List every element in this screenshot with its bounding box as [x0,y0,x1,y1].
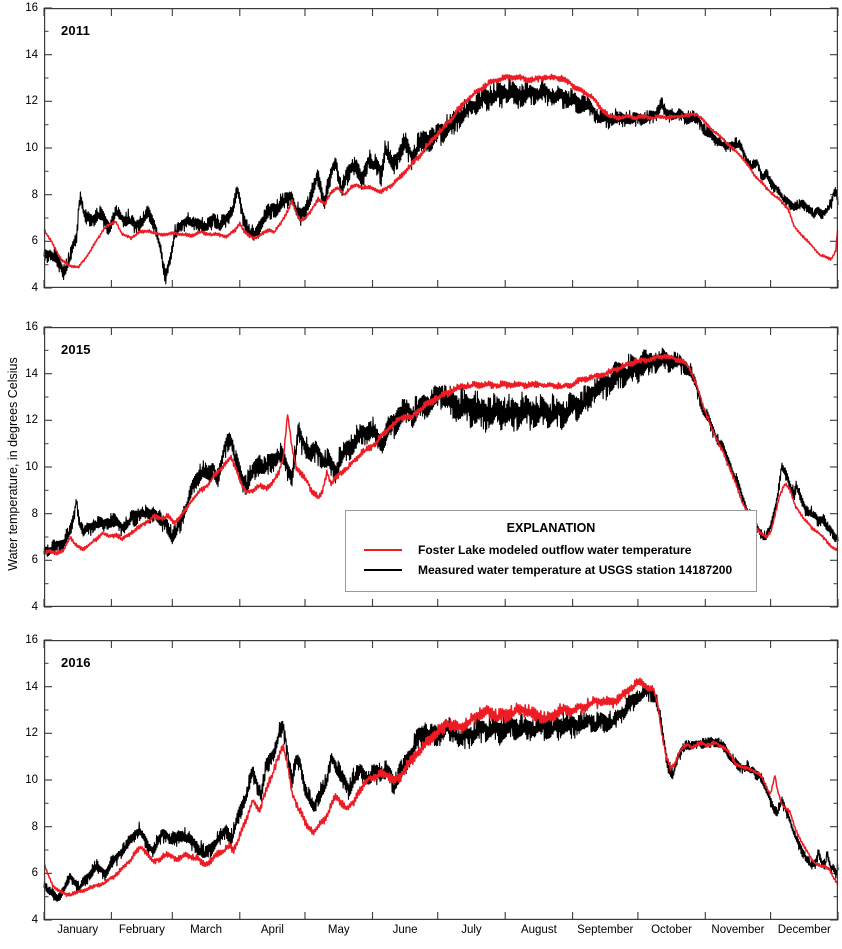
panel-2011: 2011 4 6 8 10 12 14 16 [25,2,839,294]
legend-item-modeled: Foster Lake modeled outflow water temper… [356,540,746,560]
month-label-july: July [461,924,482,936]
year-label-2011: 2011 [61,23,91,38]
y-tick-label: 16 [25,2,38,14]
black-line-swatch-icon [364,568,402,571]
series-line [43,353,839,556]
y-tick-label: 16 [25,634,38,646]
y-tick-label: 8 [31,820,38,833]
month-label-april: April [260,924,284,936]
plot-frame [44,8,838,288]
chart-2015 [43,326,839,608]
y-tick-label: 12 [25,414,38,427]
y-tick-label: 4 [31,282,38,294]
plot-frame [44,640,838,920]
y-tick-label: 10 [25,142,38,154]
y-tick-label: 14 [25,367,38,380]
y-tick-label: 14 [25,48,38,61]
year-label-2015: 2015 [61,342,91,357]
month-label-august: August [520,924,557,936]
legend-label-measured: Measured water temperature at USGS stati… [418,562,733,577]
y-tick-label: 8 [31,507,38,520]
y-tick-label: 10 [25,774,38,786]
series-line [43,73,839,269]
y-tick-label: 8 [31,188,38,201]
chart-2016 [43,639,839,921]
month-label-october: October [651,924,693,936]
month-label-may: May [327,924,350,936]
legend-label-modeled: Foster Lake modeled outflow water temper… [418,542,692,557]
y-tick-label: 10 [25,461,38,473]
chart-2011 [43,7,839,289]
y-tick-label: 4 [31,601,38,613]
month-label-february: February [118,924,165,936]
legend-title: EXPLANATION [506,520,596,535]
y-tick-label: 12 [25,95,38,108]
year-label-2016: 2016 [61,655,91,670]
series-line [43,677,839,898]
month-label-march: March [190,924,223,936]
y-tick-label: 4 [31,914,38,926]
y-tick-label: 14 [25,680,38,693]
month-label-december: December [777,924,831,936]
y-tick-label: 12 [25,727,38,740]
plot-frame [44,327,838,607]
y-tick-label: 6 [31,867,38,880]
series-line [43,78,839,285]
red-line-swatch-icon [364,548,402,551]
legend-item-measured: Measured water temperature at USGS stati… [356,560,746,580]
month-label-june: June [392,924,418,936]
y-tick-label: 6 [31,235,38,248]
legend: EXPLANATION Foster Lake modeled outflow … [345,510,757,592]
month-label-november: November [711,924,765,936]
series-line [43,682,839,902]
y-tick-label: 6 [31,554,38,567]
panel-2016: 2016 4 6 8 10 12 14 16 [25,634,839,926]
month-label-january: January [57,924,99,936]
y-tick-label: 16 [25,321,38,333]
month-label-september: September [577,924,634,936]
panel-2015: 2015 EXPLANATION Foster Lake modeled out… [25,321,839,613]
